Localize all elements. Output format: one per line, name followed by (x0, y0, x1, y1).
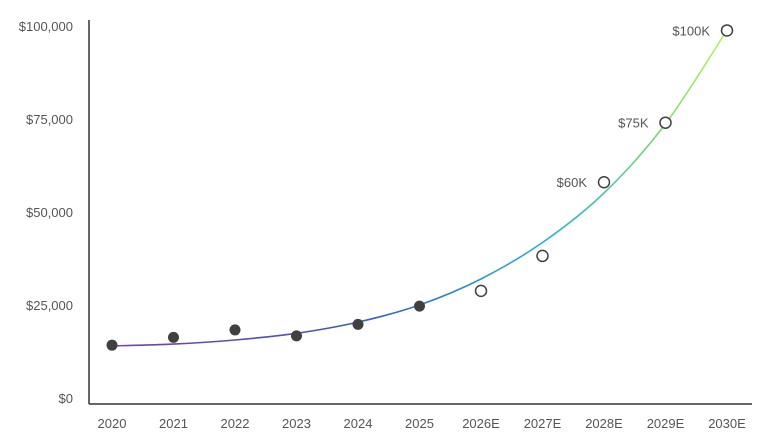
data-points (106, 24, 734, 351)
projected-data-point (720, 24, 734, 37)
x-tick-label: 2028E (585, 416, 623, 431)
x-tick-label: 2021 (159, 416, 188, 431)
y-tick-label: $25,000 (26, 298, 73, 313)
x-tick-label: 2023 (282, 416, 311, 431)
value-annotation: $75K (618, 116, 649, 131)
actual-data-point (229, 324, 241, 336)
y-tick-label: $0 (59, 391, 73, 406)
x-tick-label: 2030E (708, 416, 746, 431)
x-tick-label: 2020 (98, 416, 127, 431)
x-tick-label: 2027E (524, 416, 562, 431)
trend-line (111, 29, 728, 347)
actual-data-point (414, 300, 425, 312)
y-tick-label: $100,000 (19, 19, 73, 34)
actual-data-point (106, 339, 118, 351)
x-tick-label: 2026E (462, 416, 500, 431)
x-tick-label: 2022 (221, 416, 250, 431)
x-tick-label: 2025 (405, 416, 434, 431)
projected-data-point (597, 175, 611, 189)
actual-data-point (291, 330, 302, 342)
actual-data-point (168, 331, 179, 343)
projected-data-point (659, 116, 672, 129)
value-annotation: $60K (557, 175, 588, 190)
x-tick-label: 2029E (647, 416, 685, 431)
projected-data-point (536, 249, 549, 263)
value-annotation: $100K (672, 23, 710, 38)
annotations: $60K $75K $100K (557, 23, 711, 190)
y-tick-label: $75,000 (26, 112, 73, 127)
y-tick-label: $50,000 (26, 205, 73, 220)
projected-data-point (474, 284, 488, 298)
x-tick-labels: 2020 2021 2022 2023 2024 2025 2026E 2027E 2028E 2… (98, 416, 747, 431)
actual-data-point (352, 318, 364, 330)
x-tick-label: 2024 (344, 416, 373, 431)
y-tick-labels: $0 $25,000 $50,000 $75,000 $100,000 (19, 19, 73, 406)
